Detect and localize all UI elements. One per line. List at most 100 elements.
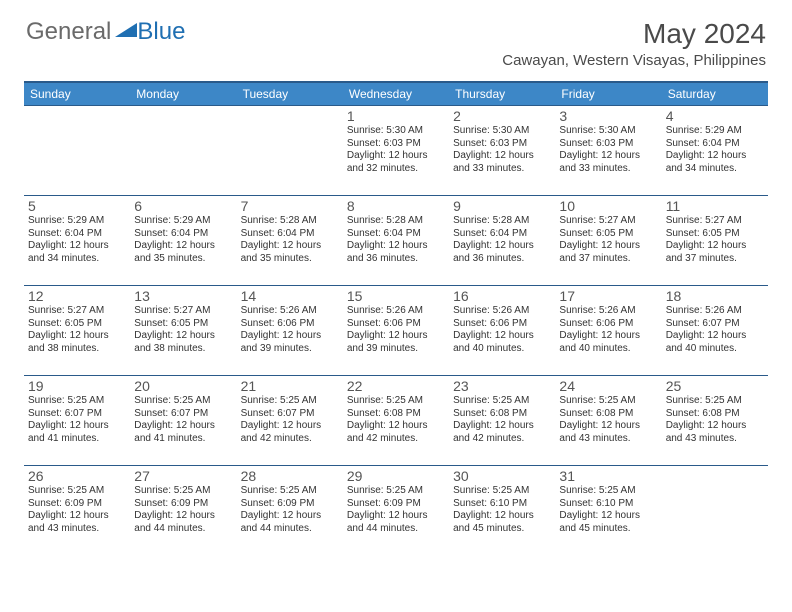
calendar-day-cell: 15Sunrise: 5:26 AMSunset: 6:06 PMDayligh… bbox=[343, 286, 449, 376]
day-number: 6 bbox=[134, 198, 232, 214]
day-number: 26 bbox=[28, 468, 126, 484]
daylight-line: Daylight: 12 hours and 37 minutes. bbox=[666, 240, 764, 265]
calendar-day-cell: 19Sunrise: 5:25 AMSunset: 6:07 PMDayligh… bbox=[24, 376, 130, 466]
sunrise-line: Sunrise: 5:30 AM bbox=[559, 125, 657, 138]
sunrise-line: Sunrise: 5:25 AM bbox=[347, 395, 445, 408]
sunrise-line: Sunrise: 5:25 AM bbox=[559, 395, 657, 408]
day-number: 16 bbox=[453, 288, 551, 304]
daylight-line: Daylight: 12 hours and 38 minutes. bbox=[28, 330, 126, 355]
sunset-line: Sunset: 6:04 PM bbox=[28, 228, 126, 241]
sunset-line: Sunset: 6:08 PM bbox=[559, 408, 657, 421]
day-header: Monday bbox=[130, 82, 236, 106]
sunset-line: Sunset: 6:06 PM bbox=[347, 318, 445, 331]
daylight-line: Daylight: 12 hours and 40 minutes. bbox=[559, 330, 657, 355]
sunset-line: Sunset: 6:07 PM bbox=[134, 408, 232, 421]
day-number: 8 bbox=[347, 198, 445, 214]
calendar-day-cell: 30Sunrise: 5:25 AMSunset: 6:10 PMDayligh… bbox=[449, 466, 555, 556]
calendar-day-cell: 18Sunrise: 5:26 AMSunset: 6:07 PMDayligh… bbox=[662, 286, 768, 376]
sunrise-line: Sunrise: 5:26 AM bbox=[347, 305, 445, 318]
sunset-line: Sunset: 6:07 PM bbox=[28, 408, 126, 421]
calendar-day-cell: 17Sunrise: 5:26 AMSunset: 6:06 PMDayligh… bbox=[555, 286, 661, 376]
sunset-line: Sunset: 6:07 PM bbox=[241, 408, 339, 421]
day-number: 31 bbox=[559, 468, 657, 484]
calendar-day-cell: 27Sunrise: 5:25 AMSunset: 6:09 PMDayligh… bbox=[130, 466, 236, 556]
sunrise-line: Sunrise: 5:27 AM bbox=[134, 305, 232, 318]
calendar-day-cell: 10Sunrise: 5:27 AMSunset: 6:05 PMDayligh… bbox=[555, 196, 661, 286]
daylight-line: Daylight: 12 hours and 39 minutes. bbox=[241, 330, 339, 355]
sunrise-line: Sunrise: 5:27 AM bbox=[666, 215, 764, 228]
calendar-body: 1Sunrise: 5:30 AMSunset: 6:03 PMDaylight… bbox=[24, 106, 768, 556]
daylight-line: Daylight: 12 hours and 33 minutes. bbox=[453, 150, 551, 175]
day-number: 10 bbox=[559, 198, 657, 214]
day-number: 22 bbox=[347, 378, 445, 394]
calendar-day-cell: 28Sunrise: 5:25 AMSunset: 6:09 PMDayligh… bbox=[237, 466, 343, 556]
calendar-day-cell: 2Sunrise: 5:30 AMSunset: 6:03 PMDaylight… bbox=[449, 106, 555, 196]
sunset-line: Sunset: 6:04 PM bbox=[134, 228, 232, 241]
day-number: 21 bbox=[241, 378, 339, 394]
day-number: 28 bbox=[241, 468, 339, 484]
daylight-line: Daylight: 12 hours and 35 minutes. bbox=[241, 240, 339, 265]
sunrise-line: Sunrise: 5:27 AM bbox=[28, 305, 126, 318]
sunset-line: Sunset: 6:08 PM bbox=[347, 408, 445, 421]
sunrise-line: Sunrise: 5:29 AM bbox=[666, 125, 764, 138]
daylight-line: Daylight: 12 hours and 35 minutes. bbox=[134, 240, 232, 265]
calendar-day-cell: 14Sunrise: 5:26 AMSunset: 6:06 PMDayligh… bbox=[237, 286, 343, 376]
calendar-week-row: 12Sunrise: 5:27 AMSunset: 6:05 PMDayligh… bbox=[24, 286, 768, 376]
calendar-day-cell: 22Sunrise: 5:25 AMSunset: 6:08 PMDayligh… bbox=[343, 376, 449, 466]
calendar-day-cell: 20Sunrise: 5:25 AMSunset: 6:07 PMDayligh… bbox=[130, 376, 236, 466]
daylight-line: Daylight: 12 hours and 34 minutes. bbox=[666, 150, 764, 175]
daylight-line: Daylight: 12 hours and 42 minutes. bbox=[453, 420, 551, 445]
daylight-line: Daylight: 12 hours and 43 minutes. bbox=[559, 420, 657, 445]
sunset-line: Sunset: 6:03 PM bbox=[559, 138, 657, 151]
sunrise-line: Sunrise: 5:28 AM bbox=[241, 215, 339, 228]
daylight-line: Daylight: 12 hours and 40 minutes. bbox=[453, 330, 551, 355]
daylight-line: Daylight: 12 hours and 33 minutes. bbox=[559, 150, 657, 175]
sunrise-line: Sunrise: 5:27 AM bbox=[559, 215, 657, 228]
daylight-line: Daylight: 12 hours and 43 minutes. bbox=[666, 420, 764, 445]
sunset-line: Sunset: 6:03 PM bbox=[453, 138, 551, 151]
sunrise-line: Sunrise: 5:25 AM bbox=[241, 485, 339, 498]
day-number: 18 bbox=[666, 288, 764, 304]
sunset-line: Sunset: 6:04 PM bbox=[453, 228, 551, 241]
logo-text-blue: Blue bbox=[137, 18, 185, 46]
day-number: 29 bbox=[347, 468, 445, 484]
calendar-day-cell: 8Sunrise: 5:28 AMSunset: 6:04 PMDaylight… bbox=[343, 196, 449, 286]
daylight-line: Daylight: 12 hours and 44 minutes. bbox=[347, 510, 445, 535]
sunset-line: Sunset: 6:05 PM bbox=[559, 228, 657, 241]
title-block: May 2024 Cawayan, Western Visayas, Phili… bbox=[502, 18, 766, 69]
sunrise-line: Sunrise: 5:29 AM bbox=[28, 215, 126, 228]
day-number: 2 bbox=[453, 108, 551, 124]
calendar-day-cell: 25Sunrise: 5:25 AMSunset: 6:08 PMDayligh… bbox=[662, 376, 768, 466]
day-number: 12 bbox=[28, 288, 126, 304]
sunset-line: Sunset: 6:03 PM bbox=[347, 138, 445, 151]
daylight-line: Daylight: 12 hours and 38 minutes. bbox=[134, 330, 232, 355]
calendar-week-row: 5Sunrise: 5:29 AMSunset: 6:04 PMDaylight… bbox=[24, 196, 768, 286]
sunset-line: Sunset: 6:04 PM bbox=[347, 228, 445, 241]
daylight-line: Daylight: 12 hours and 32 minutes. bbox=[347, 150, 445, 175]
calendar-day-cell: 13Sunrise: 5:27 AMSunset: 6:05 PMDayligh… bbox=[130, 286, 236, 376]
daylight-line: Daylight: 12 hours and 37 minutes. bbox=[559, 240, 657, 265]
day-number: 3 bbox=[559, 108, 657, 124]
day-header: Wednesday bbox=[343, 82, 449, 106]
day-header: Friday bbox=[555, 82, 661, 106]
day-number: 30 bbox=[453, 468, 551, 484]
calendar-empty-cell bbox=[237, 106, 343, 196]
sunset-line: Sunset: 6:07 PM bbox=[666, 318, 764, 331]
sunset-line: Sunset: 6:05 PM bbox=[134, 318, 232, 331]
calendar-day-cell: 1Sunrise: 5:30 AMSunset: 6:03 PMDaylight… bbox=[343, 106, 449, 196]
daylight-line: Daylight: 12 hours and 45 minutes. bbox=[453, 510, 551, 535]
sunset-line: Sunset: 6:09 PM bbox=[28, 498, 126, 511]
day-number: 24 bbox=[559, 378, 657, 394]
sunrise-line: Sunrise: 5:25 AM bbox=[28, 395, 126, 408]
day-header: Tuesday bbox=[237, 82, 343, 106]
daylight-line: Daylight: 12 hours and 45 minutes. bbox=[559, 510, 657, 535]
calendar-day-cell: 16Sunrise: 5:26 AMSunset: 6:06 PMDayligh… bbox=[449, 286, 555, 376]
calendar-day-cell: 4Sunrise: 5:29 AMSunset: 6:04 PMDaylight… bbox=[662, 106, 768, 196]
sunset-line: Sunset: 6:04 PM bbox=[241, 228, 339, 241]
day-number: 20 bbox=[134, 378, 232, 394]
sunset-line: Sunset: 6:09 PM bbox=[134, 498, 232, 511]
sunrise-line: Sunrise: 5:25 AM bbox=[453, 395, 551, 408]
daylight-line: Daylight: 12 hours and 41 minutes. bbox=[28, 420, 126, 445]
daylight-line: Daylight: 12 hours and 43 minutes. bbox=[28, 510, 126, 535]
sunrise-line: Sunrise: 5:30 AM bbox=[453, 125, 551, 138]
